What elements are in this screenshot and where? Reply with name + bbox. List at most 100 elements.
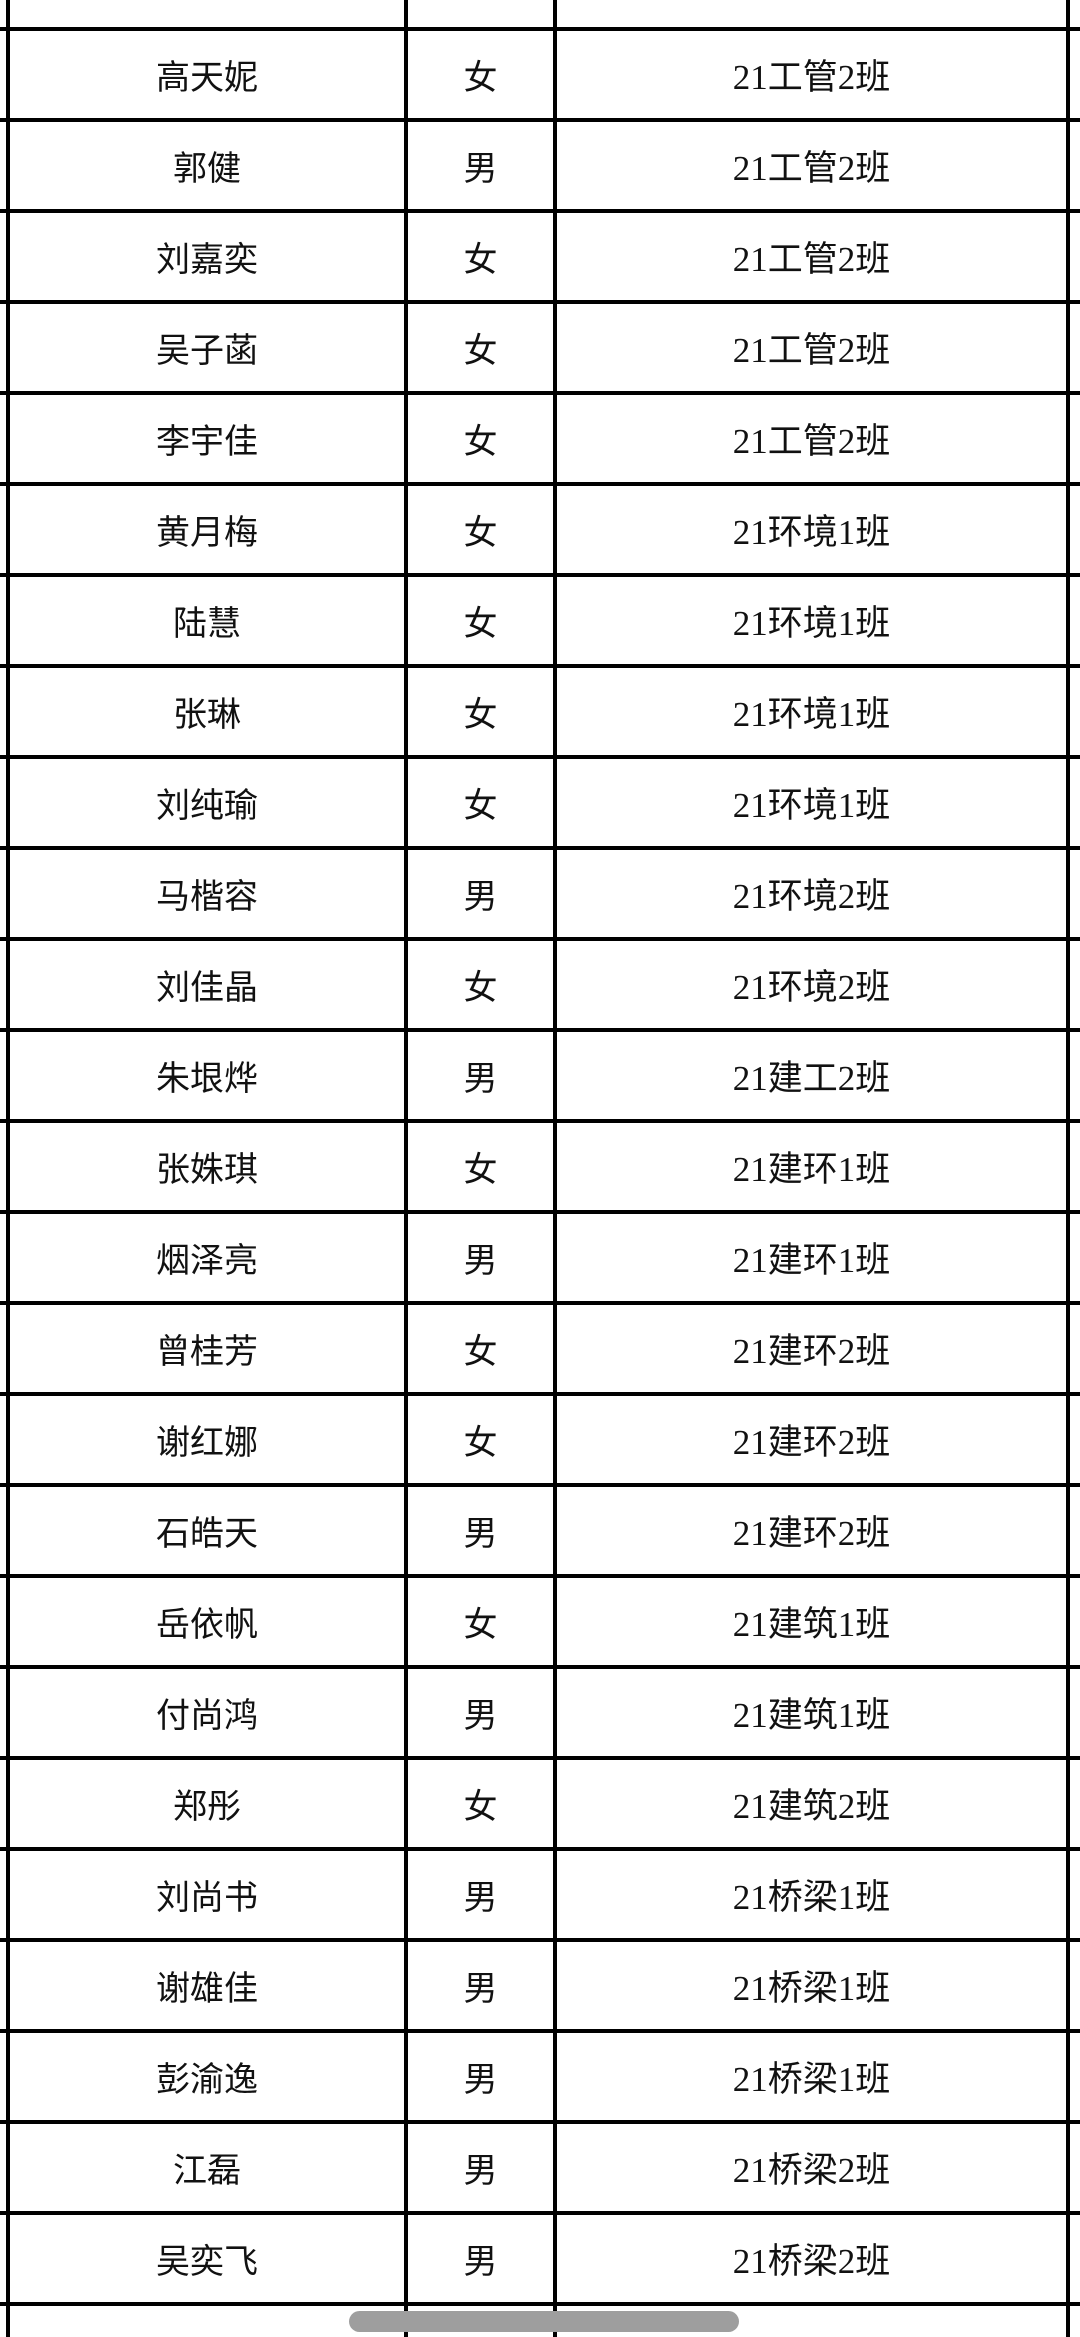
table-row: 彭渝逸 男 21桥梁1班 <box>0 2033 1080 2124</box>
student-name-cell: 烟泽亮 <box>6 1214 408 1301</box>
student-gender-cell: 女 <box>408 213 557 300</box>
student-class-cell: 21建环2班 <box>557 1305 1070 1392</box>
offscreen-column-stub <box>1070 941 1080 1028</box>
student-name-cell: 郭健 <box>6 122 408 209</box>
student-class-cell: 21工管2班 <box>557 122 1070 209</box>
student-name-cell: 黄月梅 <box>6 486 408 573</box>
offscreen-column-stub <box>1070 486 1080 573</box>
offscreen-column-stub <box>1070 2033 1080 2120</box>
student-class-cell: 21建环2班 <box>557 1487 1070 1574</box>
student-name-cell: 张琳 <box>6 668 408 755</box>
offscreen-column-stub <box>1070 0 1080 27</box>
student-gender-cell: 男 <box>408 122 557 209</box>
table-row: 郭健 男 21工管2班 <box>0 122 1080 213</box>
student-gender-cell: 女 <box>408 759 557 846</box>
table-row: 陆慧 女 21环境1班 <box>0 577 1080 668</box>
student-class-cell: 21环境1班 <box>557 486 1070 573</box>
table-row: 石皓天 男 21建环2班 <box>0 1487 1080 1578</box>
student-name-cell: 曾桂芳 <box>6 1305 408 1392</box>
student-class-cell: 21环境1班 <box>557 668 1070 755</box>
student-class-cell <box>557 2306 1070 2337</box>
student-name-cell: 刘佳晶 <box>6 941 408 1028</box>
student-name-cell <box>6 2306 408 2337</box>
student-class-cell: 21建环1班 <box>557 1214 1070 1301</box>
student-gender-cell: 女 <box>408 941 557 1028</box>
student-gender-cell <box>408 0 557 27</box>
table-row: 谢红娜 女 21建环2班 <box>0 1396 1080 1487</box>
student-class-cell: 21环境2班 <box>557 850 1070 937</box>
table-row: 高天妮 女 21工管2班 <box>0 31 1080 122</box>
offscreen-column-stub <box>1070 2124 1080 2211</box>
offscreen-column-stub <box>1070 304 1080 391</box>
offscreen-column-stub <box>1070 1851 1080 1938</box>
student-name-cell: 吴奕飞 <box>6 2215 408 2302</box>
student-name-cell: 马楷容 <box>6 850 408 937</box>
student-name-cell: 彭渝逸 <box>6 2033 408 2120</box>
student-class-cell: 21建工2班 <box>557 1032 1070 1119</box>
student-gender-cell: 女 <box>408 486 557 573</box>
student-class-cell: 21工管2班 <box>557 395 1070 482</box>
student-class-cell <box>557 0 1070 27</box>
student-name-cell: 朱垠烨 <box>6 1032 408 1119</box>
student-gender-cell: 女 <box>408 668 557 755</box>
student-gender-cell: 男 <box>408 1669 557 1756</box>
table-row: 马楷容 男 21环境2班 <box>0 850 1080 941</box>
student-gender-cell: 男 <box>408 1942 557 2029</box>
student-name-cell: 吴子菡 <box>6 304 408 391</box>
student-class-cell: 21环境1班 <box>557 577 1070 664</box>
student-gender-cell: 女 <box>408 304 557 391</box>
student-class-cell: 21建筑2班 <box>557 1760 1070 1847</box>
offscreen-column-stub <box>1070 577 1080 664</box>
student-name-cell: 刘嘉奕 <box>6 213 408 300</box>
student-name-cell: 刘纯瑜 <box>6 759 408 846</box>
table-row: 郑彤 女 21建筑2班 <box>0 1760 1080 1851</box>
student-class-cell: 21工管2班 <box>557 31 1070 118</box>
student-class-cell: 21建筑1班 <box>557 1669 1070 1756</box>
student-name-cell: 付尚鸿 <box>6 1669 408 1756</box>
table-row: 张琳 女 21环境1班 <box>0 668 1080 759</box>
student-name-cell: 石皓天 <box>6 1487 408 1574</box>
table-row-partial-top <box>0 0 1080 31</box>
offscreen-column-stub <box>1070 1760 1080 1847</box>
student-name-cell: 李宇佳 <box>6 395 408 482</box>
table-row: 刘尚书 男 21桥梁1班 <box>0 1851 1080 1942</box>
table-row: 黄月梅 女 21环境1班 <box>0 486 1080 577</box>
offscreen-column-stub <box>1070 122 1080 209</box>
student-gender-cell: 男 <box>408 2215 557 2302</box>
offscreen-column-stub <box>1070 1578 1080 1665</box>
student-gender-cell: 女 <box>408 577 557 664</box>
student-gender-cell: 男 <box>408 2124 557 2211</box>
student-gender-cell: 男 <box>408 1214 557 1301</box>
horizontal-scrollbar-thumb[interactable] <box>349 2311 739 2332</box>
student-class-cell: 21建环1班 <box>557 1123 1070 1210</box>
student-gender-cell: 男 <box>408 1851 557 1938</box>
offscreen-column-stub <box>1070 1396 1080 1483</box>
student-name-cell: 谢雄佳 <box>6 1942 408 2029</box>
student-gender-cell: 男 <box>408 2033 557 2120</box>
table-row: 刘嘉奕 女 21工管2班 <box>0 213 1080 304</box>
table-row: 曾桂芳 女 21建环2班 <box>0 1305 1080 1396</box>
student-name-cell: 张姝琪 <box>6 1123 408 1210</box>
student-class-cell: 21环境1班 <box>557 759 1070 846</box>
table-row: 吴奕飞 男 21桥梁2班 <box>0 2215 1080 2306</box>
table-row: 李宇佳 女 21工管2班 <box>0 395 1080 486</box>
offscreen-column-stub <box>1070 2306 1080 2337</box>
table-row: 烟泽亮 男 21建环1班 <box>0 1214 1080 1305</box>
offscreen-column-stub <box>1070 213 1080 300</box>
student-name-cell: 江磊 <box>6 2124 408 2211</box>
student-class-cell: 21建环2班 <box>557 1396 1070 1483</box>
student-class-cell: 21桥梁1班 <box>557 1942 1070 2029</box>
offscreen-column-stub <box>1070 1487 1080 1574</box>
student-class-cell: 21环境2班 <box>557 941 1070 1028</box>
table-row: 张姝琪 女 21建环1班 <box>0 1123 1080 1214</box>
student-gender-cell: 男 <box>408 1032 557 1119</box>
table-row: 吴子菡 女 21工管2班 <box>0 304 1080 395</box>
offscreen-column-stub <box>1070 1123 1080 1210</box>
table-row: 谢雄佳 男 21桥梁1班 <box>0 1942 1080 2033</box>
student-class-cell: 21桥梁1班 <box>557 1851 1070 1938</box>
table-row: 刘纯瑜 女 21环境1班 <box>0 759 1080 850</box>
table-row: 朱垠烨 男 21建工2班 <box>0 1032 1080 1123</box>
table-row: 付尚鸿 男 21建筑1班 <box>0 1669 1080 1760</box>
student-name-cell: 郑彤 <box>6 1760 408 1847</box>
